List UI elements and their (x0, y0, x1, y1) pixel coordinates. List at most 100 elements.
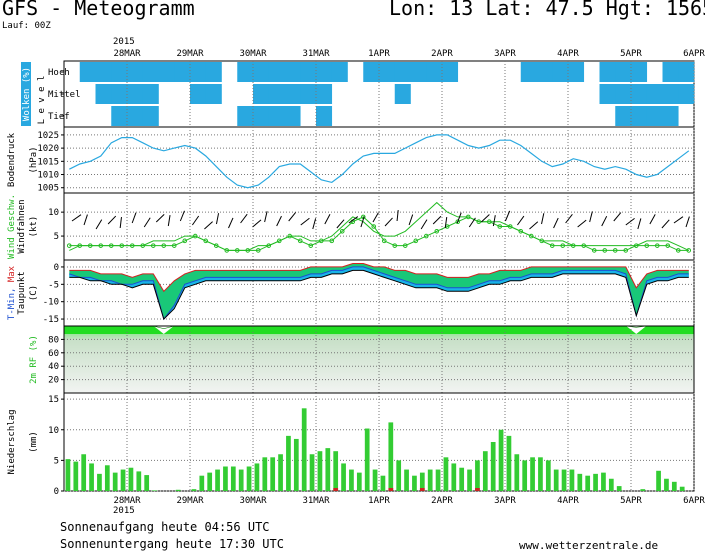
cloud-cell-tief (142, 106, 159, 126)
model-title: GFS - Meteogramm (2, 0, 195, 20)
wind-barb (396, 210, 399, 222)
wind-speed-point (602, 248, 608, 253)
precipitation-bar (679, 486, 685, 491)
precipitation-bar (538, 457, 543, 491)
precipitation-bar (73, 461, 79, 491)
cloud-cell-hoch (300, 62, 317, 82)
y-tick-label-humidity: 60 (48, 349, 59, 359)
y-tick-label-wind: 5 (54, 232, 59, 242)
cloud-cell-hoch (394, 62, 411, 82)
wind-speed-line (69, 201, 690, 251)
wind-barb (601, 215, 608, 227)
axis-label-part: Niederschlag (7, 409, 17, 474)
date-tick-label-bottom: 31MAR (302, 496, 330, 506)
wind-speed-point (203, 238, 209, 244)
wind-barb (480, 214, 490, 223)
wind-barb (661, 219, 670, 229)
wind-speed-point (150, 243, 156, 248)
y-tick-label-precipitation: 0 (54, 487, 59, 497)
cloud-cell-hoch (379, 62, 396, 82)
cloud-cell-tief (127, 106, 144, 126)
wind-barb (517, 215, 525, 226)
svg-text:Bodendruck: Bodendruck (7, 132, 17, 187)
axis-label-part: L e v e l (37, 76, 47, 125)
cloud-cell-hoch (284, 62, 301, 82)
cloud-cell-mittel (394, 84, 411, 104)
precipitation-bar (664, 478, 669, 491)
precipitation-bar (475, 460, 480, 491)
cloud-cell-mittel (284, 84, 301, 104)
precipitation-bar (616, 486, 622, 491)
svg-text:(mm): (mm) (29, 431, 39, 453)
precipitation-bar (530, 457, 535, 491)
website-link[interactable]: www.wetterzentrale.de (519, 539, 659, 552)
precipitation-bar (482, 451, 488, 491)
cloud-cell-hoch (111, 62, 128, 82)
precipitation-bar (262, 457, 268, 491)
wind-barb (240, 213, 248, 224)
wind-speed-point (434, 228, 440, 234)
date-tick-label-bottom: 1APR (368, 496, 390, 506)
cloud-cell-mittel (615, 84, 632, 104)
location-info: Lon: 13 Lat: 47.5 Hgt: 1565m (389, 0, 705, 20)
cloud-cell-mittel (205, 84, 222, 104)
wind-barb (288, 212, 297, 222)
precipitation-bar (608, 478, 614, 491)
wind-barb (384, 217, 393, 227)
dewpoint-axis-label: Taupunkt (17, 271, 27, 314)
precipitation-bar (215, 469, 220, 491)
cloud-cell-mittel (142, 84, 159, 104)
wind-speed-point (528, 233, 534, 239)
wind-barb (673, 216, 684, 224)
wind-speed-point (507, 224, 513, 229)
precipitation-bar (104, 465, 110, 491)
cloud-cell-mittel (599, 84, 616, 104)
date-tick-label-bottom: 5APR (620, 496, 642, 506)
precipitation-bar (128, 467, 134, 491)
cloud-cell-hoch (410, 62, 427, 82)
wind-speed-point (686, 248, 692, 253)
cloud-cell-hoch (237, 62, 254, 82)
sunrise-text: Sonnenaufgang heute 04:56 UTC (60, 520, 270, 534)
precipitation-bar (656, 470, 661, 491)
wind-speed-point (392, 243, 398, 248)
precipitation-bar (506, 435, 512, 491)
precipitation-bar (388, 422, 394, 491)
cloud-cell-tief (284, 106, 301, 126)
precipitation-bar (191, 489, 197, 491)
wind-speed-point (455, 219, 461, 225)
cloud-cell-tief (631, 106, 648, 126)
precipitation-bar (175, 489, 181, 491)
precipitation-bar (317, 451, 323, 491)
precipitation-bar (81, 454, 87, 491)
wind-barb (444, 217, 448, 229)
precipitation-bar (569, 469, 575, 491)
wind-barb (336, 219, 345, 229)
precipitation-bar (412, 475, 417, 491)
humidity-dip (153, 326, 174, 334)
axis-label-part: Max (7, 265, 17, 282)
cloud-cell-hoch (79, 62, 96, 82)
wind-barb (372, 212, 379, 223)
axis-label-part: 2m RF (%) (29, 335, 39, 384)
precipitation-bar (301, 408, 307, 491)
cloud-cell-tief (662, 106, 679, 126)
date-tick-label-top: 4APR (557, 49, 579, 59)
wind-barb (143, 217, 151, 228)
precipitation-bar-red (333, 488, 339, 491)
wind-speed-point (381, 238, 387, 244)
precipitation-bar (640, 489, 646, 491)
date-tick-label-top: 2APR (431, 49, 453, 59)
cloud-level-label: Mittel (48, 90, 81, 100)
cloud-cell-hoch (678, 62, 695, 82)
precipitation-bar (451, 463, 457, 491)
precipitation-bar (459, 467, 465, 491)
precipitation-bar (577, 473, 583, 491)
y-tick-label-humidity: 20 (48, 376, 59, 386)
precipitation-bar (356, 472, 362, 491)
precipitation-bar-red (388, 488, 394, 491)
wind-barb (685, 216, 690, 228)
cloud-cell-hoch (363, 62, 380, 82)
wind-speed-point (423, 233, 429, 239)
